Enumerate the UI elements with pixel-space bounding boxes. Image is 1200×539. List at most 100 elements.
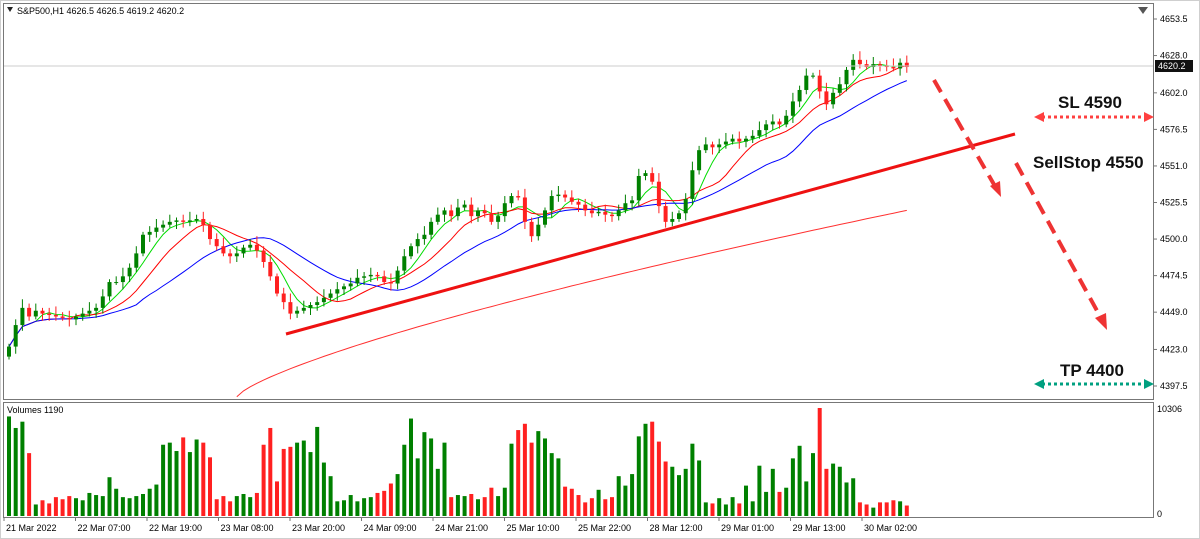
candle bbox=[563, 190, 568, 202]
candle bbox=[703, 137, 708, 154]
current-price-badge bbox=[1155, 60, 1193, 72]
candle bbox=[288, 293, 293, 320]
volume-bar bbox=[208, 457, 212, 516]
time-axis: 21 Mar 2022 22 Mar 07:00 22 Mar 19:00 23 Ma… bbox=[3, 517, 917, 533]
candle bbox=[723, 132, 728, 149]
volume-bar bbox=[449, 497, 454, 516]
candle bbox=[187, 211, 192, 227]
candle bbox=[395, 266, 400, 290]
volume-bar bbox=[569, 488, 574, 516]
time-tick-label: 23 Mar 08:00 bbox=[221, 523, 274, 533]
volume-bar bbox=[295, 442, 300, 516]
volume-bar bbox=[321, 462, 326, 516]
time-tick-label: 23 Mar 20:00 bbox=[292, 523, 345, 533]
volume-bar bbox=[502, 487, 507, 516]
chart-shift-icon[interactable] bbox=[1138, 7, 1148, 14]
candle bbox=[610, 211, 614, 222]
candle bbox=[254, 236, 259, 258]
candle bbox=[784, 110, 789, 128]
price-tick-label: 4525.5 bbox=[1160, 198, 1188, 208]
candle bbox=[851, 54, 856, 76]
volume-bar bbox=[610, 497, 614, 516]
volume-bar bbox=[194, 439, 199, 516]
candle bbox=[683, 193, 688, 221]
candle bbox=[516, 190, 521, 201]
volume-bar bbox=[469, 493, 474, 516]
volume-bar bbox=[536, 431, 541, 516]
volume-bar bbox=[723, 504, 728, 516]
candle bbox=[549, 190, 554, 218]
tp-arrow bbox=[1034, 379, 1154, 389]
candle bbox=[375, 272, 380, 281]
volume-bar bbox=[429, 438, 434, 516]
candle bbox=[429, 217, 434, 240]
support-trendline[interactable] bbox=[285, 132, 1016, 336]
price-tick-label: 4500.0 bbox=[1160, 234, 1188, 244]
candle bbox=[382, 270, 387, 285]
volume-bar bbox=[817, 408, 822, 516]
candle bbox=[201, 211, 206, 232]
candle bbox=[241, 244, 246, 258]
candle bbox=[20, 299, 25, 331]
volume-bar bbox=[167, 442, 172, 516]
candle bbox=[402, 249, 407, 275]
time-tick-label: 30 Mar 02:00 bbox=[864, 523, 917, 533]
candle bbox=[636, 168, 641, 207]
tp-label: TP 4400 bbox=[1060, 361, 1124, 380]
candle bbox=[603, 204, 608, 222]
candle bbox=[87, 302, 92, 317]
volume-bar bbox=[603, 499, 608, 516]
candle bbox=[335, 282, 340, 301]
dropdown-triangle-icon[interactable] bbox=[7, 7, 13, 12]
ma-mid-line bbox=[8, 65, 907, 347]
volume-bar bbox=[563, 486, 568, 516]
volume-bars bbox=[7, 408, 909, 516]
volume-bar bbox=[228, 501, 233, 516]
volume-bar bbox=[301, 440, 306, 516]
volume-bar bbox=[74, 498, 78, 516]
volume-bar bbox=[811, 453, 815, 516]
volume-bar bbox=[777, 491, 782, 516]
volume-bar bbox=[549, 453, 554, 516]
candle bbox=[301, 300, 306, 314]
candle bbox=[730, 134, 735, 145]
volume-bar bbox=[80, 500, 85, 516]
volume-bar bbox=[630, 474, 635, 516]
candle bbox=[797, 85, 802, 108]
candle bbox=[47, 307, 52, 321]
candle bbox=[127, 263, 132, 283]
time-tick-label: 29 Mar 13:00 bbox=[793, 523, 846, 533]
volume-bar bbox=[616, 476, 621, 516]
candle bbox=[315, 296, 320, 311]
volume-bar bbox=[476, 499, 480, 516]
volume-bar bbox=[261, 444, 266, 516]
candle bbox=[181, 214, 186, 228]
volume-bar bbox=[422, 432, 427, 516]
price-tick-label: 4397.5 bbox=[1160, 381, 1188, 391]
candle bbox=[281, 287, 286, 310]
volume-bar bbox=[328, 476, 333, 516]
candle bbox=[120, 267, 125, 290]
volume-bar bbox=[368, 497, 373, 516]
volume-bar bbox=[656, 441, 661, 516]
candle bbox=[663, 201, 668, 228]
volume-bar bbox=[87, 492, 92, 516]
candle bbox=[476, 207, 480, 222]
volume-bar bbox=[744, 485, 748, 516]
candle bbox=[630, 196, 635, 211]
volume-bar bbox=[690, 443, 695, 516]
symbol-info: S&P500,H1 4626.5 4626.5 4619.2 4620.2 bbox=[17, 6, 184, 16]
candle bbox=[415, 233, 420, 254]
volume-bar bbox=[388, 483, 393, 516]
candle bbox=[40, 307, 45, 321]
candle bbox=[214, 233, 219, 251]
volume-bar bbox=[864, 504, 869, 516]
candle bbox=[790, 92, 795, 123]
candle bbox=[502, 196, 507, 222]
candle bbox=[616, 204, 621, 221]
candle bbox=[737, 131, 742, 149]
volume-bar bbox=[214, 499, 219, 516]
volume-bar bbox=[851, 478, 856, 516]
volume-bar bbox=[33, 504, 38, 516]
